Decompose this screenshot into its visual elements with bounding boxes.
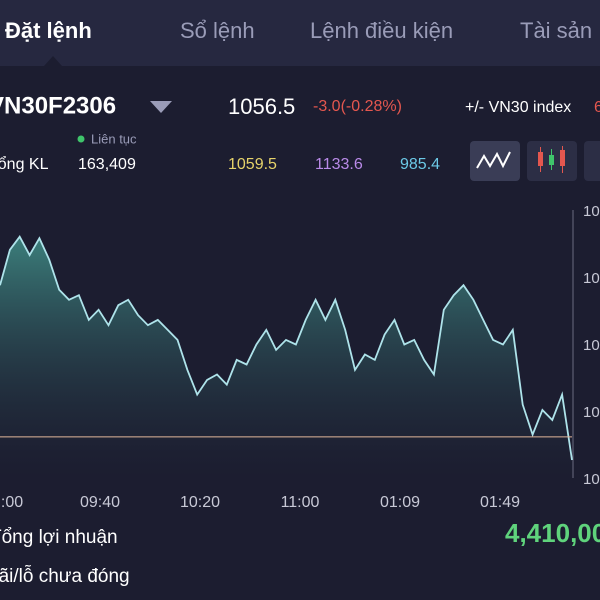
x-tick-label: 09:40	[80, 494, 120, 511]
tab-bar	[0, 0, 600, 66]
symbol[interactable]: VN30F2306	[0, 92, 116, 119]
tab-indicator	[44, 56, 62, 66]
change: -3.0(-0.28%)	[313, 98, 402, 115]
y-tick-label: 10	[583, 404, 600, 421]
x-tick-label: :00	[1, 494, 23, 511]
x-tick-label: 11:00	[281, 494, 320, 511]
tab[interactable]: Tài sản	[520, 18, 592, 43]
price: 1056.5	[228, 94, 295, 119]
y-tick-label: 10	[583, 471, 600, 488]
x-tick-label: 10:20	[180, 494, 220, 511]
profit-value: 4,410,000	[505, 518, 600, 548]
volume: 163,409	[78, 156, 136, 173]
profit-label: Tổng lợi nhuận	[0, 527, 118, 548]
tab[interactable]: Đặt lệnh	[5, 18, 92, 43]
unrealized-label: Lãi/lỗ chưa đóng	[0, 565, 130, 587]
ceiling-price: 1133.6	[315, 156, 363, 173]
more-button[interactable]	[584, 141, 600, 181]
y-tick-label: 10	[583, 203, 600, 220]
line-icon	[476, 151, 511, 169]
line-chart-button[interactable]	[470, 141, 520, 181]
area	[0, 236, 572, 478]
index-value: 6	[594, 99, 600, 116]
y-tick-label: 10	[583, 270, 600, 287]
status-dot	[77, 135, 85, 143]
candle-icon	[538, 146, 565, 173]
tab[interactable]: Lệnh điều kiện	[310, 18, 453, 43]
x-tick-label: 01:49	[480, 494, 520, 511]
status: Liên tục	[91, 131, 137, 146]
price-line	[0, 235, 573, 461]
x-tick-label: 01:09	[380, 494, 420, 511]
ref-price: 1059.5	[228, 156, 277, 173]
floor-price: 985.4	[400, 156, 440, 173]
y-tick-label: 10	[583, 337, 600, 354]
index-label: +/- VN30 index	[465, 99, 571, 116]
tab[interactable]: Sổ lệnh	[180, 18, 255, 43]
volume-label: Tổng KL	[0, 155, 49, 173]
dropdown-icon[interactable]	[150, 101, 172, 113]
